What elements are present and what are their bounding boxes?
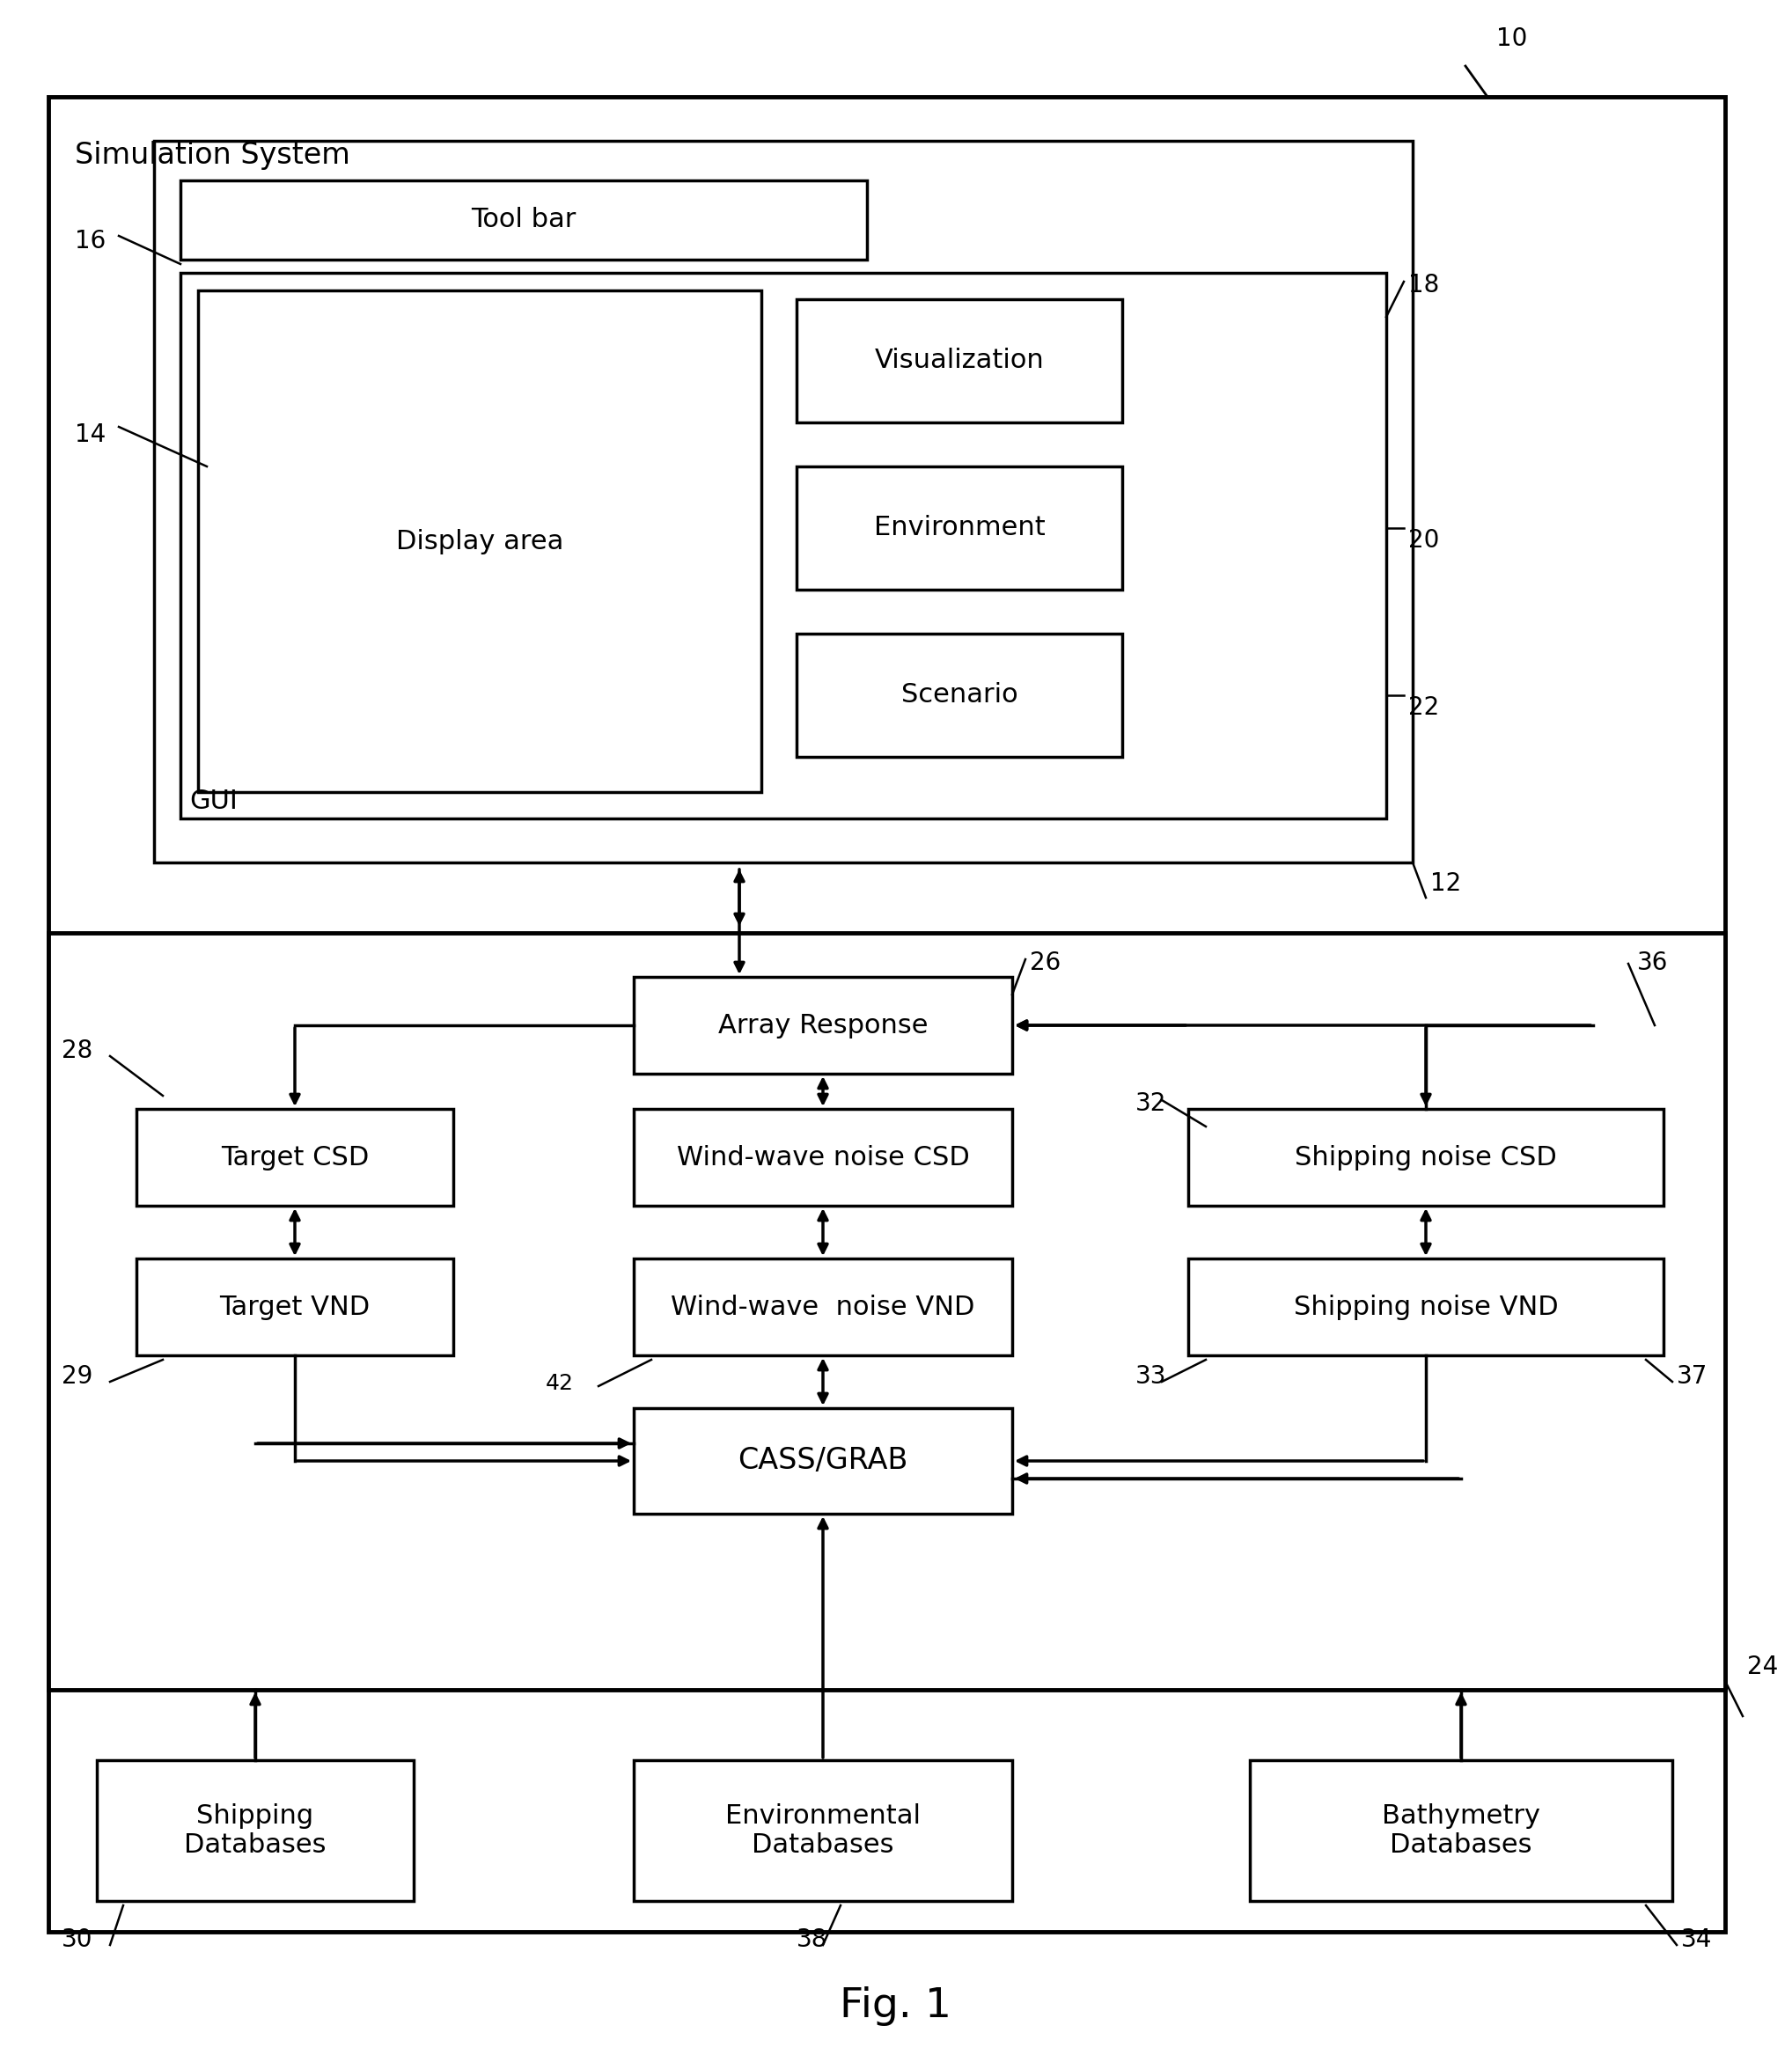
Bar <box>136 1110 453 1206</box>
Text: 24: 24 <box>1747 1654 1778 1679</box>
Bar <box>1249 1761 1672 1901</box>
Text: 29: 29 <box>61 1365 93 1389</box>
Text: 16: 16 <box>75 228 106 253</box>
Text: Display area: Display area <box>396 528 563 555</box>
Text: 36: 36 <box>1638 951 1668 976</box>
Text: 18: 18 <box>1409 273 1439 298</box>
Text: Scenario: Scenario <box>901 682 1018 709</box>
Text: Shipping
Databases: Shipping Databases <box>185 1802 326 1858</box>
Bar <box>634 1761 1012 1901</box>
Text: Tool bar: Tool bar <box>471 208 577 232</box>
Bar <box>199 290 762 791</box>
Text: Visualization: Visualization <box>874 347 1045 374</box>
Text: GUI: GUI <box>190 789 238 814</box>
Text: Shipping noise CSD: Shipping noise CSD <box>1296 1145 1557 1169</box>
Text: Environment: Environment <box>874 516 1045 540</box>
Bar <box>97 1761 414 1901</box>
Text: 30: 30 <box>61 1928 93 1952</box>
Text: 14: 14 <box>75 423 106 448</box>
Text: 32: 32 <box>1136 1091 1167 1116</box>
Text: 22: 22 <box>1409 695 1439 719</box>
Text: 42: 42 <box>547 1373 573 1393</box>
Text: 34: 34 <box>1681 1928 1711 1952</box>
Text: 12: 12 <box>1430 871 1460 896</box>
Bar <box>634 1408 1012 1515</box>
Text: CASS/GRAB: CASS/GRAB <box>738 1447 909 1475</box>
Text: 10: 10 <box>1496 27 1527 51</box>
Bar <box>634 1110 1012 1206</box>
Bar <box>796 633 1122 756</box>
Text: Wind-wave  noise VND: Wind-wave noise VND <box>670 1295 975 1319</box>
Text: Fig. 1: Fig. 1 <box>840 1987 952 2026</box>
Bar <box>634 1258 1012 1356</box>
Text: Wind-wave noise CSD: Wind-wave noise CSD <box>677 1145 969 1169</box>
Text: Bathymetry
Databases: Bathymetry Databases <box>1382 1802 1541 1858</box>
Text: Simulation System: Simulation System <box>75 142 349 171</box>
Bar <box>1188 1258 1663 1356</box>
Text: Shipping noise VND: Shipping noise VND <box>1294 1295 1559 1319</box>
Bar <box>136 1258 453 1356</box>
Text: 38: 38 <box>796 1928 828 1952</box>
Bar <box>796 466 1122 590</box>
Text: 20: 20 <box>1409 528 1439 553</box>
Text: Environmental
Databases: Environmental Databases <box>726 1802 921 1858</box>
Bar <box>1188 1110 1663 1206</box>
Text: Target VND: Target VND <box>220 1295 371 1319</box>
Bar <box>154 142 1412 863</box>
Bar <box>181 273 1387 818</box>
Text: 26: 26 <box>1030 951 1061 976</box>
Bar <box>634 976 1012 1073</box>
Text: 33: 33 <box>1136 1365 1167 1389</box>
Bar <box>796 300 1122 423</box>
Bar <box>181 181 867 259</box>
Text: Array Response: Array Response <box>719 1013 928 1038</box>
Bar <box>48 97 1726 1932</box>
Text: Target CSD: Target CSD <box>220 1145 369 1169</box>
Text: 28: 28 <box>61 1038 93 1062</box>
Bar <box>48 933 1726 1689</box>
Text: 37: 37 <box>1677 1365 1708 1389</box>
